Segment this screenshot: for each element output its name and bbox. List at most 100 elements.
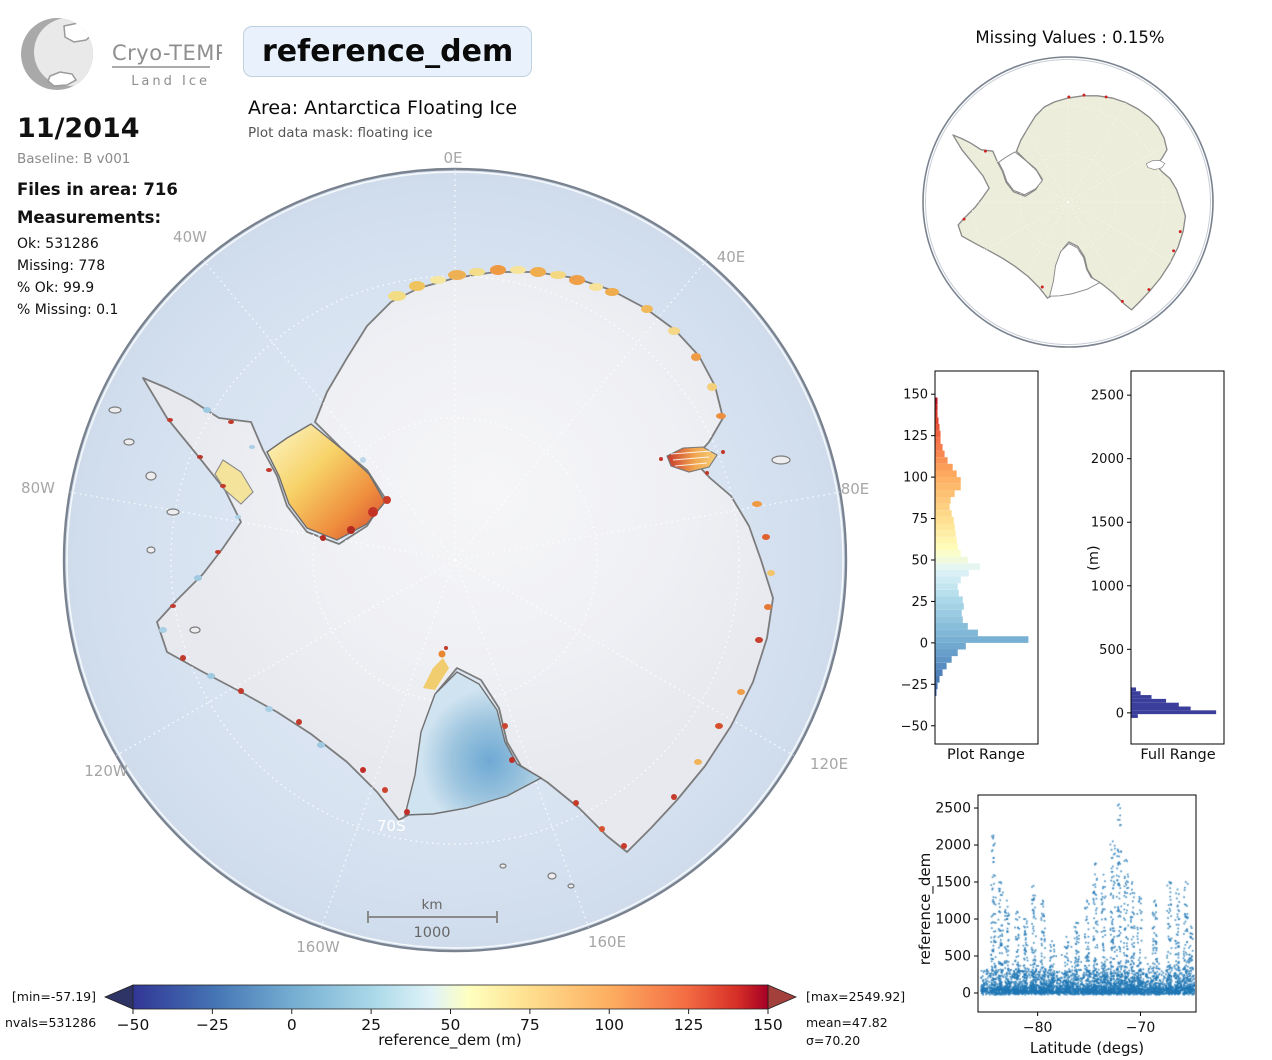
logo-subtitle: Land Ice — [131, 74, 210, 89]
files-count: Files in area: 716 — [17, 180, 178, 199]
hist-bars — [935, 397, 1029, 696]
tick-label: 2500 — [1091, 389, 1124, 404]
colorbar-over-arrow — [767, 984, 798, 1010]
coastal-data-dots — [159, 265, 775, 849]
scatter-ylabel: reference_dem — [916, 853, 935, 966]
tick-label: 500 — [1099, 643, 1124, 658]
globe-icon — [21, 18, 93, 90]
colorbar-min-label: [min=-57.19] — [12, 989, 96, 1004]
map-rim-highlight — [66, 171, 844, 949]
tick-label: 500 — [944, 948, 971, 964]
tick-label: 0 — [962, 985, 971, 1001]
colorbar-nvals-label: nvals=531286 — [5, 1015, 96, 1030]
tick-label: 1000 — [1091, 579, 1124, 594]
tick-label: 125 — [903, 429, 928, 444]
full-range-histogram: 2500 2000 1500 1000 500 0 (m) Full Range — [1086, 370, 1225, 763]
date-label: 11/2014 — [17, 113, 140, 144]
tick-label: 0 — [1116, 706, 1124, 721]
colorbar: −50 −25 0 25 50 75 100 125 150 [min=-57.19] nval… — [5, 984, 905, 1050]
tick-label: 0 — [287, 1016, 297, 1034]
tick-label: 100 — [594, 1016, 624, 1034]
islands — [108, 406, 791, 889]
colorbar-mean-label: mean=47.82 — [806, 1015, 888, 1030]
graticule-label: 40E — [716, 248, 746, 266]
lat-circle-label: 70S — [377, 817, 406, 835]
mask-label: Plot data mask: floating ice — [248, 125, 433, 141]
scalebar-unit: km — [422, 897, 443, 913]
graticule-label: 80E — [840, 480, 870, 498]
tick-label: 75 — [911, 512, 928, 527]
tick-label: −25 — [901, 678, 928, 693]
full-range-title: Full Range — [1140, 747, 1215, 763]
full-range-ylabel: (m) — [1086, 545, 1102, 570]
scalebar: km 1000 — [367, 897, 498, 941]
area-label: Area: Antarctica Floating Ice — [248, 97, 518, 119]
scatter-points — [979, 796, 1195, 1011]
tick-label: 125 — [674, 1016, 704, 1034]
stat-missing: Missing: 778 — [17, 258, 106, 274]
baseline-label: Baseline: B v001 — [17, 151, 131, 167]
graticule-label: 40W — [173, 228, 207, 246]
stat-pct-ok: % Ok: 99.9 — [17, 280, 95, 296]
scatter-axes-box: 0 500 1000 1500 2000 2500 −80 −70 — [935, 794, 1197, 1036]
graticule-label: 120W — [84, 762, 128, 780]
tick-label: 25 — [911, 595, 928, 610]
tick-label: 1000 — [935, 912, 971, 928]
tick-label: 150 — [903, 388, 928, 403]
tick-label: 1500 — [935, 875, 971, 891]
stat-ok: Ok: 531286 — [17, 236, 99, 252]
variable-name: reference_dem — [262, 34, 514, 69]
ronne-filchner-shelf — [266, 423, 386, 541]
colorbar-gradient — [132, 984, 769, 1010]
mini-map-rim — [925, 59, 1211, 345]
graticule-label: 80W — [21, 479, 55, 497]
latitude-scatter-plot: 0 500 1000 1500 2000 2500 −80 −70 reference_dem… — [916, 794, 1197, 1057]
colorbar-max-label: [max=2549.92] — [806, 989, 905, 1004]
graticule-label: 120E — [809, 755, 849, 773]
tick-label: 2500 — [935, 801, 971, 817]
plot-range-title: Plot Range — [947, 747, 1025, 763]
measurements-heading: Measurements: — [17, 208, 162, 227]
tick-label: 2000 — [1091, 452, 1124, 467]
data-regions — [214, 423, 725, 816]
larsen-shelf — [214, 459, 254, 505]
antarctica-mini-map — [922, 56, 1214, 348]
tick-label: −25 — [196, 1016, 229, 1034]
tick-label: 150 — [753, 1016, 783, 1034]
ross-shelf — [404, 671, 543, 816]
hist-axes: 2500 2000 1500 1000 500 0 — [1091, 370, 1225, 745]
plot-range-histogram: 150 125 100 75 50 25 0 −25 −50 Plot Range — [901, 370, 1039, 763]
colorbar-sigma-label: σ=70.20 — [806, 1033, 860, 1048]
tick-label: 50 — [911, 553, 928, 568]
hist-axes: 150 125 100 75 50 25 0 −25 −50 — [901, 370, 1039, 745]
tick-label: 2000 — [935, 838, 971, 854]
tick-label: −50 — [901, 719, 928, 734]
tick-label: 100 — [903, 471, 928, 486]
tick-label: 75 — [520, 1016, 540, 1034]
graticule-label: 160E — [587, 933, 627, 951]
logo-title: Cryo-TEMPO — [112, 41, 222, 65]
graticule-label: 160W — [296, 938, 340, 956]
graticule-label: 0E — [443, 149, 463, 167]
tick-label: 25 — [361, 1016, 381, 1034]
cryo-tempo-logo: Cryo-TEMPO Land Ice — [21, 18, 222, 90]
antarctica-landmass — [142, 271, 774, 853]
stat-pct-missing: % Missing: 0.1 — [17, 302, 119, 318]
tick-label: 0 — [920, 636, 928, 651]
antarctica-main-map: 70S km 1000 — [62, 167, 848, 953]
tick-label: −70 — [1126, 1020, 1156, 1036]
ross-yellow-tip — [423, 658, 449, 690]
tick-label: 50 — [441, 1016, 461, 1034]
colorbar-axis-label: reference_dem (m) — [378, 1031, 522, 1050]
missing-values-title: Missing Values : 0.15% — [975, 28, 1165, 47]
tick-label: 1500 — [1091, 516, 1124, 531]
hist-bars — [1131, 687, 1217, 718]
colorbar-under-arrow — [103, 984, 134, 1010]
tick-label: −80 — [1023, 1020, 1053, 1036]
variable-title-badge: reference_dem — [243, 26, 533, 77]
scatter-xlabel: Latitude (degs) — [1030, 1039, 1144, 1057]
mini-antarctica — [946, 80, 1190, 324]
scalebar-value: 1000 — [414, 925, 451, 941]
tick-label: −50 — [117, 1016, 150, 1034]
